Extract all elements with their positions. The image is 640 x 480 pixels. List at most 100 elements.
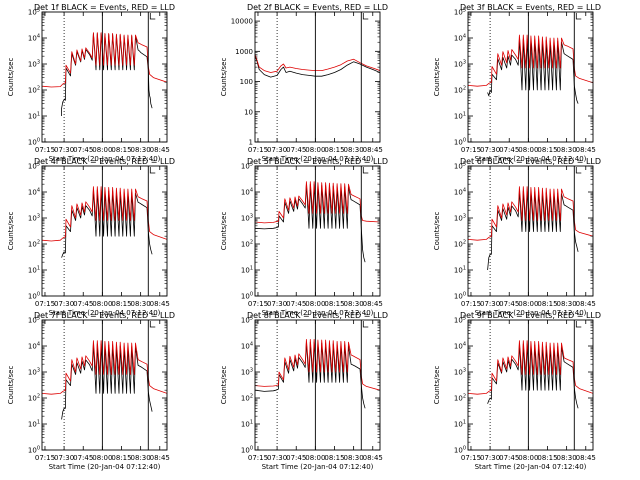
y-axis-label: Counts/sec — [433, 366, 441, 405]
x-tick-label: 07:30 — [480, 454, 500, 462]
x-tick-label: 07:15 — [35, 300, 55, 308]
y-axis-label: Counts/sec — [7, 366, 15, 405]
plot-frame — [41, 11, 168, 143]
panel-title: Det 5f BLACK = Events, RED = LLD — [247, 157, 388, 166]
corner-flag-icon — [362, 167, 369, 174]
corner-flag-icon — [575, 167, 582, 174]
x-tick-label: 08:15 — [324, 300, 344, 308]
plot-frame — [467, 11, 594, 143]
series-line-events — [255, 341, 366, 409]
x-tick-label: 08:30 — [344, 300, 364, 308]
series-line-events — [487, 38, 579, 104]
panel-title: Det 2f BLACK = Events, RED = LLD — [247, 3, 388, 12]
y-tick-label: 103 — [454, 368, 466, 377]
y-axis-label: Counts/sec — [220, 212, 228, 251]
x-tick-label: 08:15 — [111, 300, 131, 308]
y-tick-label: 105 — [241, 162, 253, 171]
x-tick-label: 07:45 — [499, 300, 519, 308]
y-tick-label: 102 — [28, 86, 40, 95]
x-axis-label: Start Time (20-Jan-04 07:12:40) — [262, 309, 374, 317]
series-line-events — [61, 189, 153, 258]
x-tick-label: 08:00 — [518, 300, 538, 308]
plot-frame — [467, 165, 594, 297]
y-tick-label: 101 — [28, 112, 40, 121]
x-tick-label: 08:45 — [150, 300, 170, 308]
y-tick-label: 105 — [28, 162, 40, 171]
x-tick-label: 08:45 — [576, 454, 596, 462]
corner-flag-icon — [149, 321, 156, 328]
y-tick-label: 104 — [454, 34, 466, 43]
x-axis-label: Start Time (20-Jan-04 07:12:40) — [262, 463, 374, 471]
series-line-lld — [42, 32, 167, 88]
y-tick-label: 101 — [241, 420, 253, 429]
x-axis-label: Start Time (20-Jan-04 07:12:40) — [475, 309, 587, 317]
plot-frame — [254, 165, 381, 297]
x-tick-label: 08:00 — [305, 300, 325, 308]
y-tick-label: 100 — [454, 446, 466, 455]
x-tick-label: 08:15 — [111, 454, 131, 462]
y-tick-label: 105 — [28, 316, 40, 325]
x-tick-label: 08:30 — [131, 300, 151, 308]
x-tick-label: 07:30 — [480, 300, 500, 308]
x-tick-label: 07:45 — [499, 454, 519, 462]
x-axis-label: Start Time (20-Jan-04 07:12:40) — [49, 463, 161, 471]
corner-flag-icon — [575, 321, 582, 328]
y-tick-label: 101 — [28, 420, 40, 429]
y-axis-label: Counts/sec — [220, 366, 228, 405]
x-tick-label: 08:30 — [131, 146, 151, 154]
plot-frame — [467, 319, 594, 451]
y-tick-label: 100 — [454, 138, 466, 147]
x-tick-label: 08:45 — [576, 146, 596, 154]
x-tick-label: 08:15 — [537, 300, 557, 308]
y-tick-label: 104 — [454, 188, 466, 197]
y-tick-label: 103 — [28, 60, 40, 69]
x-tick-label: 08:45 — [363, 146, 383, 154]
x-tick-label: 07:30 — [267, 300, 287, 308]
corner-flag-icon — [149, 13, 156, 20]
y-tick-label: 100 — [454, 292, 466, 301]
y-tick-label: 105 — [454, 316, 466, 325]
x-axis-label: Start Time (20-Jan-04 07:12:40) — [475, 155, 587, 163]
x-tick-label: 08:15 — [111, 146, 131, 154]
x-tick-label: 08:00 — [92, 146, 112, 154]
y-tick-label: 102 — [28, 240, 40, 249]
x-tick-label: 07:45 — [499, 146, 519, 154]
y-tick-label: 105 — [28, 8, 40, 17]
corner-flag-icon — [362, 321, 369, 328]
y-axis-label: Counts/sec — [433, 58, 441, 97]
series-line-lld — [468, 340, 593, 395]
series-line-events — [255, 183, 366, 263]
x-tick-label: 07:15 — [35, 146, 55, 154]
y-tick-label: 104 — [241, 188, 253, 197]
x-tick-label: 08:00 — [92, 454, 112, 462]
y-tick-label: 100 — [28, 446, 40, 455]
x-tick-label: 08:15 — [537, 146, 557, 154]
panel-title: Det 8f BLACK = Events, RED = LLD — [247, 311, 388, 320]
y-tick-label: 105 — [454, 162, 466, 171]
panel-title: Det 1f BLACK = Events, RED = LLD — [34, 3, 175, 12]
y-tick-label: 100 — [241, 292, 253, 301]
x-tick-label: 07:15 — [461, 146, 481, 154]
x-tick-label: 08:15 — [537, 454, 557, 462]
y-tick-label: 1000 — [235, 48, 253, 56]
x-tick-label: 07:15 — [461, 454, 481, 462]
y-tick-label: 100 — [240, 78, 253, 86]
y-tick-label: 100 — [28, 292, 40, 301]
y-tick-label: 102 — [454, 86, 466, 95]
series-line-events — [487, 343, 579, 409]
x-tick-label: 07:30 — [54, 300, 74, 308]
panel-title: Det 3f BLACK = Events, RED = LLD — [460, 3, 601, 12]
y-tick-label: 102 — [454, 394, 466, 403]
series-line-lld — [468, 186, 593, 241]
x-tick-label: 08:00 — [518, 454, 538, 462]
x-tick-label: 07:30 — [267, 146, 287, 154]
x-tick-label: 07:30 — [54, 146, 74, 154]
x-tick-label: 08:45 — [150, 146, 170, 154]
y-tick-label: 102 — [241, 394, 253, 403]
series-line-lld — [42, 186, 167, 242]
